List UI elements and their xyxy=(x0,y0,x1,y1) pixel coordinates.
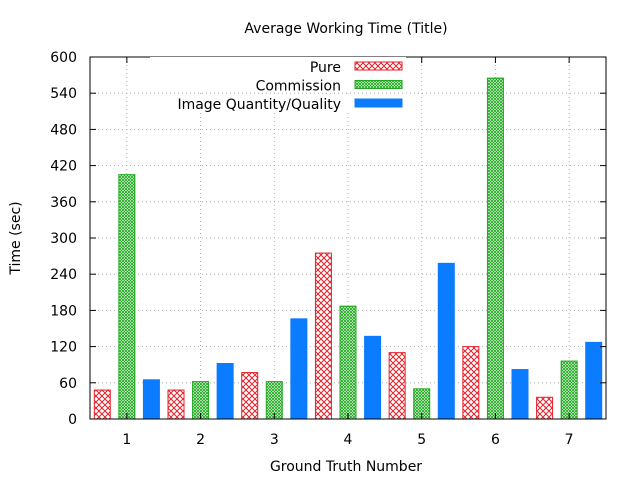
legend-bg xyxy=(150,57,406,74)
bar-solid xyxy=(364,335,382,420)
y-tick-label: 0 xyxy=(68,412,77,428)
bar-crosshatch xyxy=(388,352,406,420)
y-tick-label: 120 xyxy=(50,340,77,356)
legend-swatch xyxy=(354,80,403,89)
x-tick-label: 7 xyxy=(565,432,574,448)
legend-bg xyxy=(150,75,406,93)
bars xyxy=(93,77,603,420)
y-tick-label: 180 xyxy=(50,303,77,319)
y-axis-label: Time (sec) xyxy=(8,201,24,275)
bar-solid xyxy=(290,318,308,420)
bar-crosshatch xyxy=(462,346,480,420)
bar-fine-hatch xyxy=(560,360,578,420)
x-tick-label: 1 xyxy=(122,432,131,448)
x-tick-label: 2 xyxy=(196,432,205,448)
legend-label: Image Quantity/Quality xyxy=(177,97,341,113)
bar-crosshatch xyxy=(93,389,111,420)
y-tick-label: 240 xyxy=(50,267,77,283)
bar-fine-hatch xyxy=(339,305,357,420)
x-tick-labels: 1 2 3 4 5 6 7 xyxy=(122,432,573,448)
bar-solid xyxy=(142,379,160,420)
y-tick-label: 420 xyxy=(50,159,77,175)
x-tick-label: 6 xyxy=(491,432,500,448)
y-tick-label: 60 xyxy=(59,376,77,392)
x-tick-label: 3 xyxy=(270,432,279,448)
legend-swatch xyxy=(354,61,403,71)
bar-solid xyxy=(216,362,234,420)
x-axis-label: Ground Truth Number xyxy=(270,459,422,475)
bar-crosshatch xyxy=(167,389,185,420)
y-tick-labels: 0 60 120 180 240 300 360 420 480 540 600 xyxy=(50,50,77,428)
y-tick-label: 300 xyxy=(50,231,77,247)
y-tick-label: 480 xyxy=(50,122,77,138)
legend-label: Pure xyxy=(310,60,341,76)
bar-crosshatch xyxy=(241,372,259,420)
bar-crosshatch xyxy=(314,252,332,420)
bar-crosshatch xyxy=(536,396,554,420)
legend: Pure Commission Image Quantity/Quality xyxy=(150,57,406,113)
legend-bg xyxy=(150,94,406,111)
y-tick-label: 540 xyxy=(50,86,77,102)
bar-fine-hatch xyxy=(486,77,504,420)
x-tick-label: 5 xyxy=(417,432,426,448)
x-tick-label: 4 xyxy=(344,432,353,448)
bar-fine-hatch xyxy=(118,174,136,420)
y-tick-label: 600 xyxy=(50,50,77,66)
legend-label: Commission xyxy=(256,79,341,95)
chart-title: Average Working Time (Title) xyxy=(244,21,447,37)
bar-solid xyxy=(437,262,455,420)
legend-swatch xyxy=(354,98,403,108)
bar-solid xyxy=(585,341,603,420)
bar-solid xyxy=(511,369,529,420)
y-tick-label: 360 xyxy=(50,195,77,211)
